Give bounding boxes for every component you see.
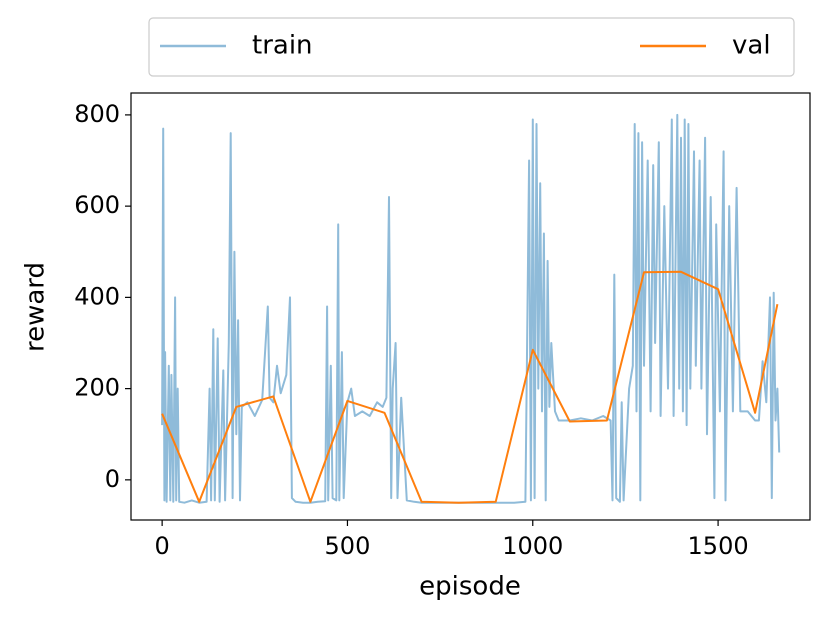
legend-label: val bbox=[732, 31, 771, 61]
series-line bbox=[161, 113, 781, 504]
y-tick-label: 400 bbox=[74, 282, 120, 310]
plot-frame bbox=[130, 92, 811, 521]
x-axis-label: episode bbox=[419, 572, 521, 602]
y-axis-label: reward bbox=[21, 262, 51, 352]
legend-box bbox=[148, 17, 795, 77]
y-tick-label: 800 bbox=[74, 100, 120, 128]
x-tick-label: 0 bbox=[154, 532, 169, 560]
y-tick-label: 200 bbox=[74, 374, 120, 402]
x-tick-label: 1000 bbox=[502, 532, 563, 560]
x-tick-label: 1500 bbox=[688, 532, 749, 560]
legend-label: train bbox=[252, 31, 313, 61]
y-tick-label: 0 bbox=[105, 465, 120, 493]
series-line bbox=[161, 270, 779, 504]
x-tick-label: 500 bbox=[325, 532, 371, 560]
y-tick-label: 600 bbox=[74, 191, 120, 219]
